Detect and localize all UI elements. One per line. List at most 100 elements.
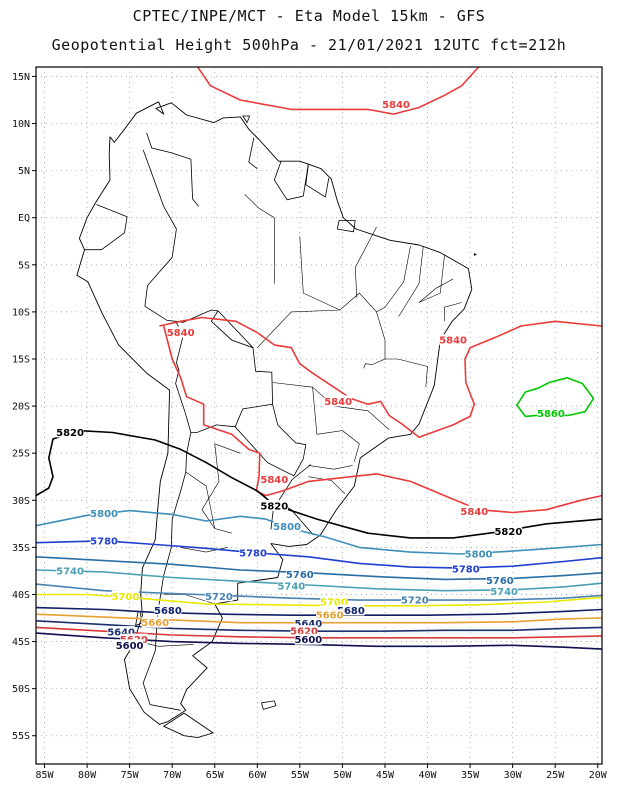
contour-label-5760: 5760 [286,570,314,581]
island-outline [242,115,251,123]
contour-label-5840: 5840 [439,336,467,347]
state-border [308,476,346,494]
contour-label-5600: 5600 [294,635,322,646]
contour-label-bg [116,639,144,651]
contour-label-5640: 5640 [294,619,322,630]
contour-label-5740: 5740 [277,581,305,592]
country-border [273,161,309,201]
contour-label-bg [401,594,429,606]
state-border [185,471,215,529]
contour-label-5660: 5660 [316,611,344,622]
state-border [376,245,411,313]
state-border [385,358,428,388]
contour-5820 [36,429,602,539]
state-border [312,386,390,430]
lat-lon-grid [36,67,602,764]
contour-label-5780: 5780 [452,565,480,576]
contour-label-bg [490,585,518,597]
contour-5640 [36,620,602,632]
contour-5780 [36,540,602,569]
map-title-line-1: CPTEC/INPE/MCT - Eta Model 15km - GFS [132,7,486,25]
island-outline [261,700,277,710]
contour-label-5700: 5700 [320,597,348,608]
contour-label-bg [537,407,565,419]
contour-label-5740: 5740 [56,566,84,577]
lat-tick-label: 15N [12,72,30,83]
contour-5760 [36,556,602,581]
country-border [210,310,274,427]
lon-tick-label: 60W [248,770,267,781]
lat-tick-label: 50S [12,684,30,695]
contour-label-bg [337,604,365,616]
contour-label-bg [273,520,301,532]
contour-label-5720: 5720 [401,596,429,607]
state-border [363,340,386,369]
map-title-line-2: Geopotential Height 500hPa - 21/01/2021 … [51,36,567,54]
lat-tick-label: 45S [12,637,30,648]
contour-label-5720: 5720 [205,592,233,603]
contour-label-5620: 5620 [290,627,318,638]
contour-label-5760: 5760 [486,576,514,587]
contour-label-bg [439,334,467,346]
lat-tick-label: 55S [12,731,30,742]
contour-label-bg [141,616,169,628]
state-border [444,302,462,322]
lat-tick-label: 30S [12,496,30,507]
lon-tick-label: 30W [504,770,523,781]
contour-label-5840: 5840 [260,475,288,486]
lon-tick-label: 45W [376,770,395,781]
contour-label-bg [120,633,148,645]
contour-label-bg [464,547,493,559]
lat-tick-label: EQ [18,213,30,224]
lat-tick-label: 10N [12,119,30,130]
contour-label-bg [286,568,314,580]
contour-label-5800: 5800 [90,509,118,520]
lat-tick-label: 5S [18,260,30,271]
contour-label-bg [205,590,233,602]
contour-label-bg [111,590,139,602]
contour-label-bg [316,609,344,621]
contour-label-bg [324,395,352,407]
contour-label-bg [56,426,84,438]
contour-label-5840: 5840 [382,100,410,111]
state-border [272,382,318,435]
contour-label-bg [239,547,267,559]
lon-tick-label: 75W [121,770,140,781]
longitude-tick-labels: 85W 80W 75W 70W 65W 60W 55W 50W 45W 40W 35W 30W 25W 2… [35,764,608,781]
contour-label-bg [494,525,522,537]
state-border [398,245,424,317]
state-border [418,255,445,303]
lon-tick-label: 80W [78,770,97,781]
contour-label-bg [90,534,118,546]
contour-label-bg [260,499,288,511]
country-border [142,383,192,711]
contour-label-5800: 5800 [465,549,493,560]
contour-label-5640: 5640 [107,628,135,639]
lat-tick-label: 40S [12,590,30,601]
contour-label-bg [486,574,514,586]
lat-tick-label: 25S [12,449,30,460]
contour-label-bg [382,98,410,110]
contour-label-bg [452,563,480,575]
contour-label-bg [460,505,488,517]
lon-tick-label: 85W [35,770,54,781]
contour-5840 [162,325,602,514]
state-border [354,226,377,298]
lon-tick-label: 50W [333,770,352,781]
lon-tick-label: 35W [461,770,480,781]
lat-tick-label: 35S [12,543,30,554]
contour-5620 [36,626,602,639]
lon-tick-label: 25W [546,770,565,781]
contour-label-5840: 5840 [167,328,195,339]
lat-tick-label: 20S [12,402,30,413]
island-outline [473,253,477,257]
state-border [201,443,241,534]
country-border [144,257,176,322]
lon-tick-label: 55W [291,770,310,781]
island-outline [336,220,356,233]
contour-5660 [36,613,602,624]
country-border [146,132,199,207]
contour-label-bg [107,626,135,638]
contour-label-bg [320,595,348,607]
contour-label-5860: 5860 [537,409,565,420]
